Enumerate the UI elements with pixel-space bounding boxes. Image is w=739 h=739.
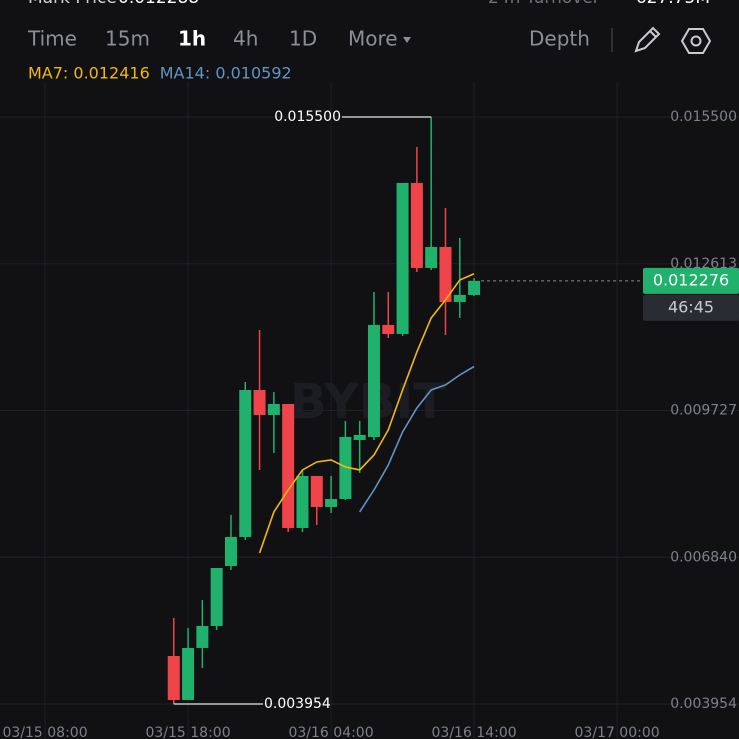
candle-body: [296, 475, 309, 528]
candle-body: [253, 389, 266, 415]
candle-body: [210, 567, 223, 626]
y-tick-label: 0.015500: [670, 109, 737, 125]
x-tick-label: 03/15 08:00: [2, 725, 87, 739]
y-tick-label: 0.012613: [670, 256, 737, 272]
draw-tool-icon[interactable]: [634, 26, 661, 53]
last-price-label: 0.012276: [653, 270, 729, 289]
ma-line: [258, 273, 475, 554]
candle-body: [182, 647, 195, 700]
dropdown-arrow: [403, 37, 411, 43]
candle-body: [196, 625, 209, 648]
settings-icon[interactable]: [680, 28, 712, 54]
low-marker-label: 0.003954: [264, 696, 331, 712]
candle-body: [239, 389, 252, 537]
candle-body: [167, 655, 180, 700]
candle-body: [353, 434, 366, 440]
tab[interactable]: Time: [27, 27, 77, 51]
legend-entry: MA14: 0.010592: [160, 64, 292, 83]
candle-body: [339, 436, 352, 499]
candle-body: [267, 403, 280, 415]
legend-entry: MA7: 0.012416: [28, 64, 150, 83]
mark-price-label: Mark Price: [28, 0, 117, 8]
x-tick-label: 03/16 04:00: [288, 725, 373, 739]
x-tick-label: 03/17 00:00: [575, 725, 660, 739]
candle-body: [396, 182, 409, 334]
candle-body: [468, 280, 481, 295]
candle-body: [410, 182, 423, 268]
tab[interactable]: 1D: [289, 27, 317, 51]
countdown-tag: [643, 294, 739, 321]
legend: MA7: 0.012416 MA14: 0.010592: [28, 64, 292, 83]
candle-body: [310, 475, 323, 507]
candle-body: [367, 324, 380, 437]
candle-body: [224, 536, 237, 567]
candle-body: [282, 403, 295, 528]
tab[interactable]: 1h: [178, 27, 206, 51]
candle-body: [425, 246, 438, 268]
y-tick-label: 0.006840: [670, 549, 737, 565]
candle-body: [382, 324, 395, 334]
x-tick-label: 03/16 14:00: [432, 725, 517, 739]
depth-tab[interactable]: Depth: [529, 27, 590, 51]
high-marker-label: 0.015500: [274, 109, 341, 125]
y-tick-label: 0.009727: [670, 402, 737, 418]
y-tick-label: 0.003954: [670, 696, 737, 712]
interval-tabs: Time 15m 1h 4h 1D More: [27, 27, 398, 51]
candle-body: [453, 294, 466, 302]
turnover-label: 24h Turnover: [488, 0, 600, 8]
ma-line: [358, 365, 475, 513]
candle-body: [325, 498, 338, 507]
tab[interactable]: More: [348, 27, 398, 51]
tab[interactable]: 4h: [233, 27, 258, 51]
mark-price: 0.012288: [118, 0, 199, 8]
last-price-tag: [643, 267, 739, 294]
countdown: 46:45: [668, 297, 714, 316]
x-tick-label: 03/15 18:00: [145, 725, 230, 739]
turnover: 627.75M: [636, 0, 710, 8]
candle-body: [439, 246, 452, 302]
tab[interactable]: 15m: [105, 27, 150, 51]
